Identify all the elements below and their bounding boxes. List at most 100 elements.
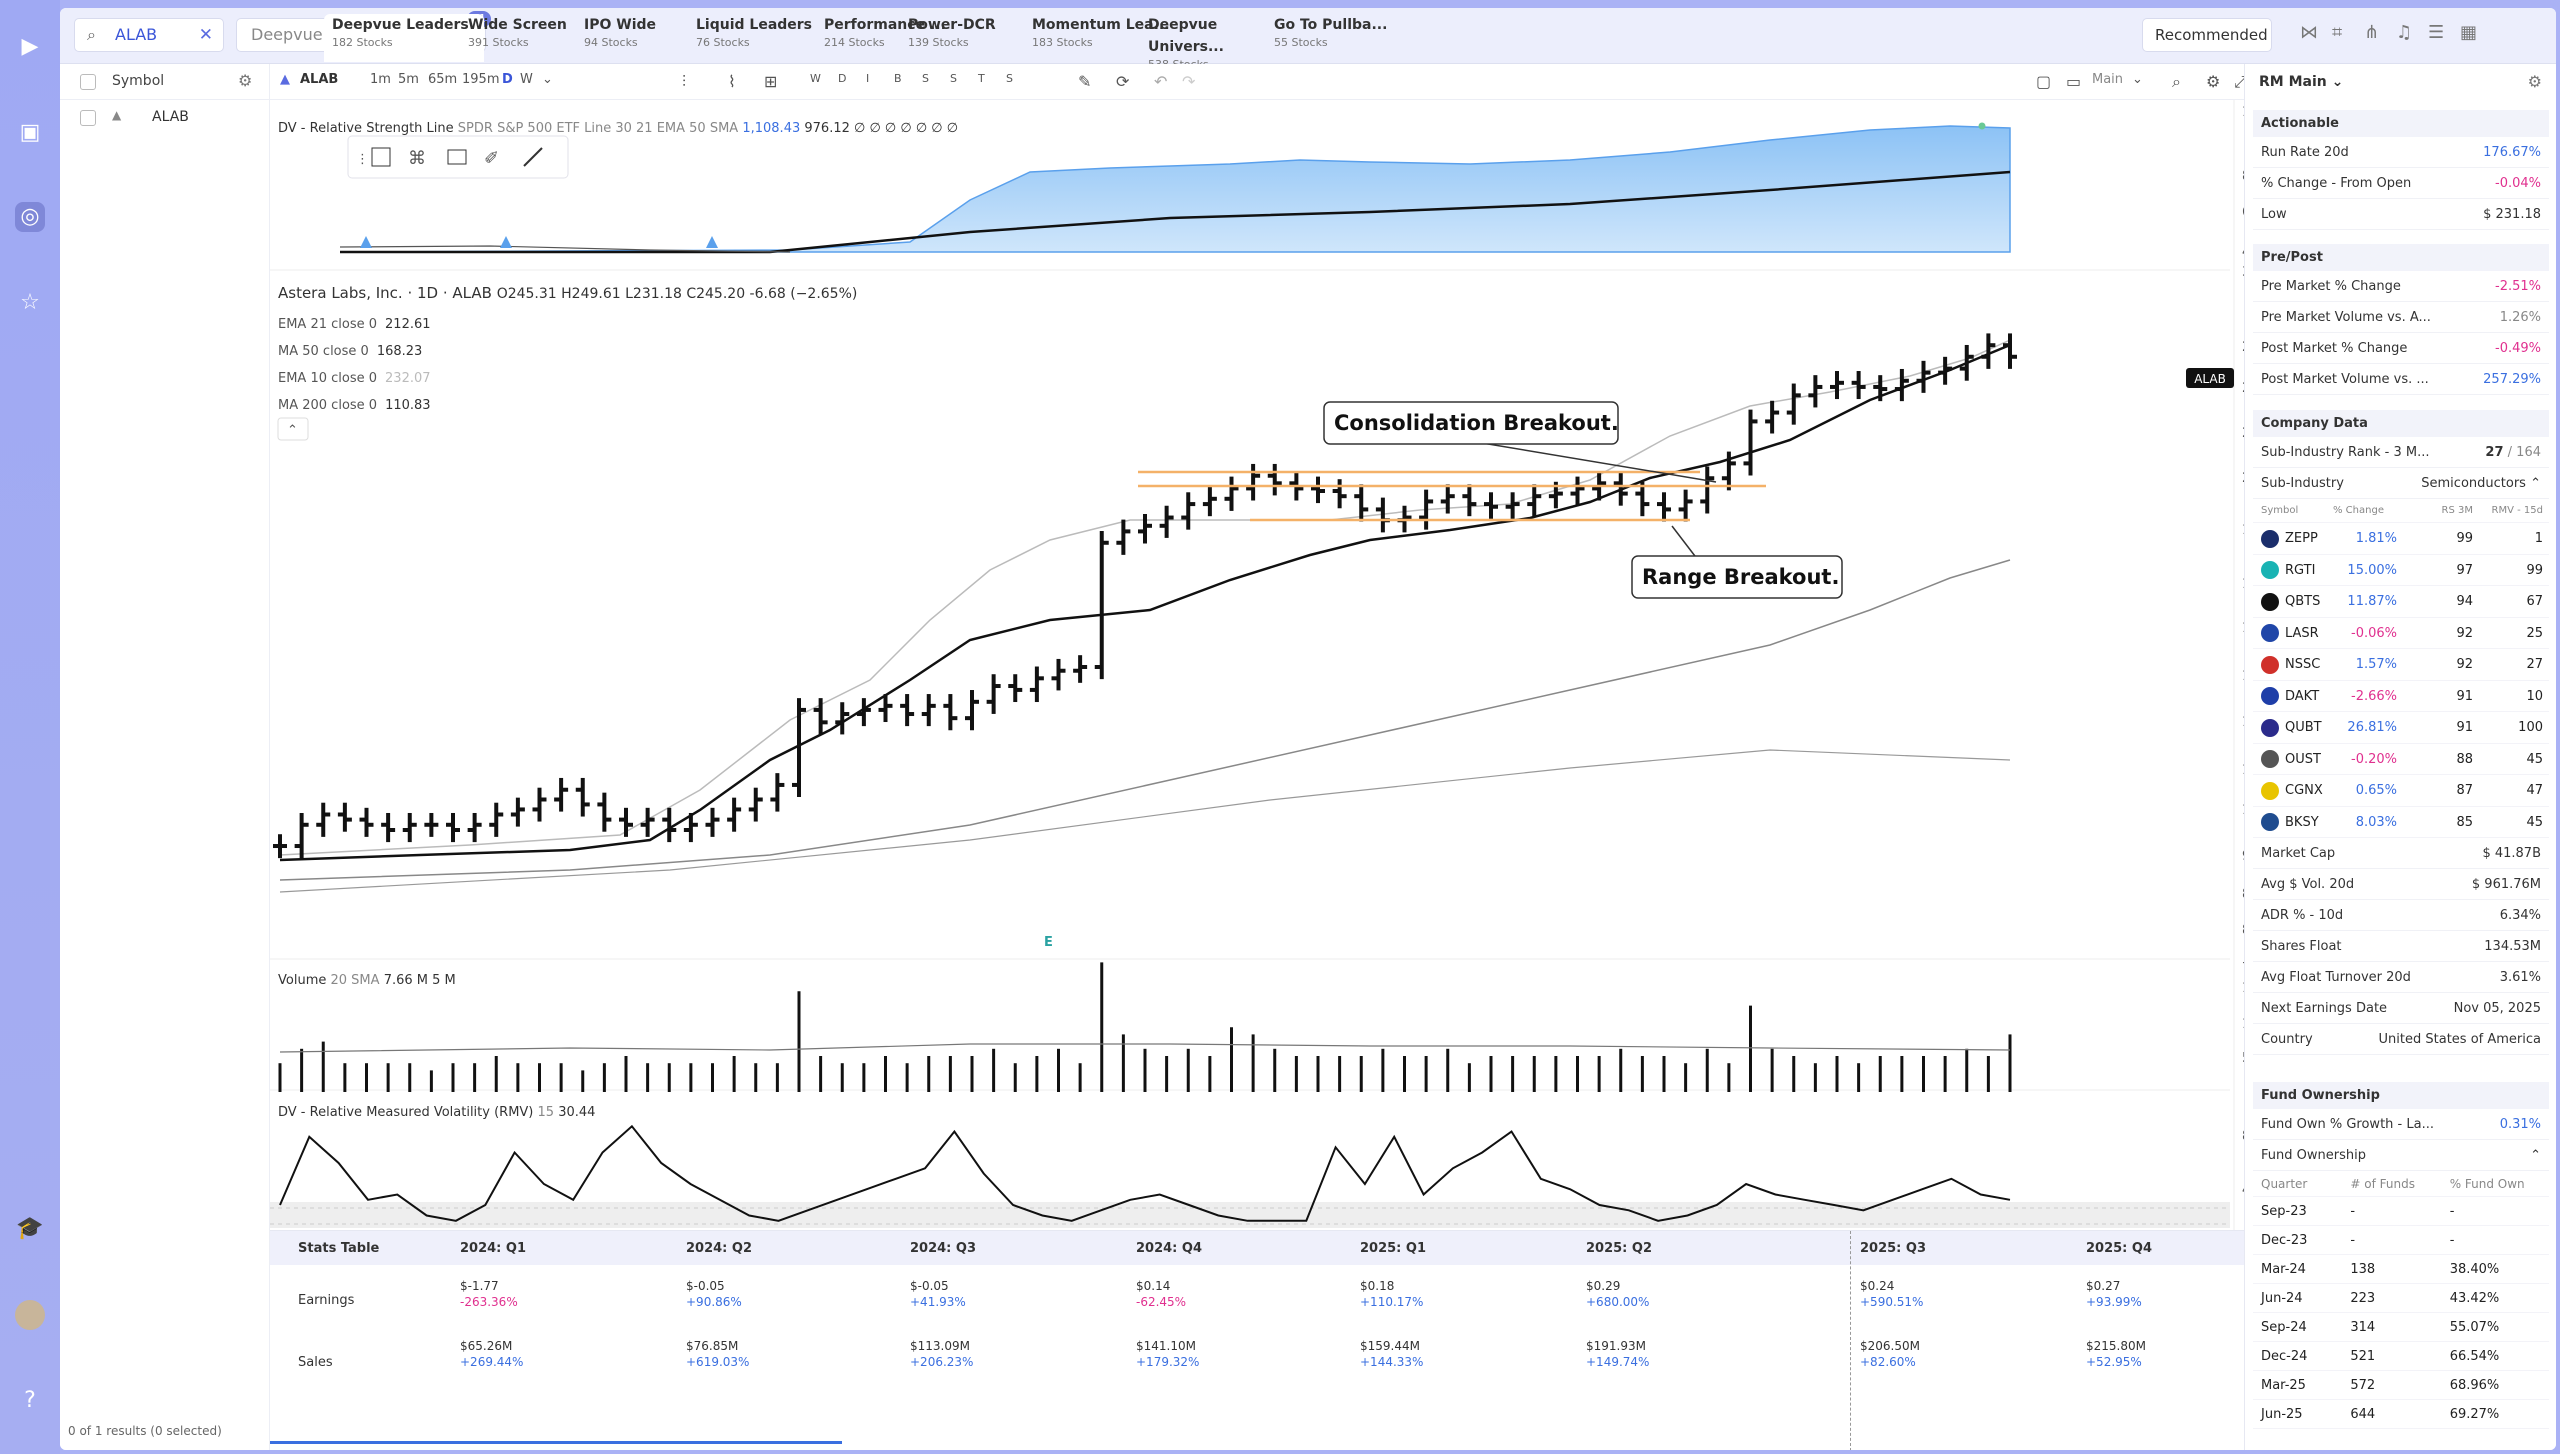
search-icon: ⌕ bbox=[87, 25, 96, 44]
table-row[interactable]: CGNX 0.65% 87 47 bbox=[2253, 775, 2549, 807]
row-checkbox[interactable] bbox=[80, 110, 96, 126]
indicators-icon[interactable]: ⌇ bbox=[728, 72, 736, 91]
table-row[interactable]: ZEPP 1.81% 99 1 bbox=[2253, 523, 2549, 555]
target-icon[interactable]: ◎ bbox=[15, 202, 45, 232]
grid-icon[interactable]: ▣ bbox=[19, 120, 41, 145]
table-row: Sep-24 314 55.07% bbox=[2253, 1313, 2549, 1342]
play-logo-icon[interactable]: ▶ bbox=[21, 34, 39, 59]
tab-0[interactable]: Deepvue Leaders 182 Stocks bbox=[324, 14, 484, 62]
trendline-tool-icon[interactable] bbox=[523, 147, 543, 167]
table-row[interactable]: LASR -0.06% 92 25 bbox=[2253, 618, 2549, 649]
avatar[interactable] bbox=[15, 1300, 45, 1330]
bell-icon[interactable]: ♫ bbox=[2396, 22, 2413, 43]
tab-4[interactable]: Performance ... 214 Stocks bbox=[824, 17, 946, 49]
period-5[interactable]: S bbox=[950, 72, 957, 85]
interval-5m[interactable]: 5m bbox=[398, 72, 419, 87]
layout-select[interactable]: Main bbox=[2092, 72, 2124, 87]
period-6[interactable]: T bbox=[978, 72, 985, 85]
table-row[interactable]: NSSC 1.57% 92 27 bbox=[2253, 649, 2549, 681]
period-2[interactable]: I bbox=[866, 72, 870, 85]
select-all-checkbox[interactable] bbox=[80, 74, 96, 90]
clear-icon[interactable]: ✕ bbox=[198, 25, 213, 45]
drag-handle-icon[interactable]: ⋮ bbox=[356, 152, 369, 167]
period-3[interactable]: B bbox=[894, 72, 902, 85]
list-icon[interactable]: ☰ bbox=[2428, 22, 2445, 43]
period-7[interactable]: S bbox=[1006, 72, 1013, 85]
measure-tool-icon[interactable]: ⌘ bbox=[408, 148, 426, 169]
help-icon[interactable]: ? bbox=[24, 1388, 36, 1413]
rectangle-tool-icon[interactable] bbox=[371, 147, 391, 167]
earnings-value: $-0.05 bbox=[910, 1279, 949, 1293]
interval-1m[interactable]: 1m bbox=[370, 72, 391, 87]
save-layout-icon[interactable]: ▢ bbox=[2036, 72, 2052, 91]
gear-icon[interactable]: ⚙ bbox=[2206, 72, 2221, 91]
nav-rail: ▶ ▣ ◎ ☆ 🎓 ? bbox=[0, 0, 60, 1454]
chart-toolbar: ▲ ALAB ⫶ ⌇ ⊞ ✎ ⟳ ↶ ↷ ▢ ▭ Main ⌄ ⌕ ⚙ ⤢ 1m… bbox=[270, 64, 2247, 100]
tree-icon[interactable]: ⋔ bbox=[2364, 22, 2380, 43]
layout-icon[interactable]: ⊞ bbox=[764, 72, 778, 91]
table-row[interactable]: QUBT 26.81% 91 100 bbox=[2253, 712, 2549, 744]
candle-type-icon[interactable]: ⫶ bbox=[682, 72, 687, 91]
earnings-marker[interactable]: E bbox=[1044, 935, 1053, 950]
symbol-field[interactable]: ALAB bbox=[300, 72, 339, 87]
fullscreen-icon[interactable]: ⤢ bbox=[2234, 72, 2247, 91]
tab-8[interactable]: Go To Pullba... 55 Stocks bbox=[1274, 17, 1388, 49]
svg-text:Range Breakout.: Range Breakout. bbox=[1642, 565, 1839, 589]
period-0[interactable]: W bbox=[810, 72, 821, 85]
data-row: Pre Market Volume vs. A... 1.26% bbox=[2253, 302, 2549, 333]
table-row[interactable]: QBTS 11.87% 94 67 bbox=[2253, 586, 2549, 618]
scroll-indicator[interactable] bbox=[270, 1441, 842, 1444]
callout-tool-icon[interactable] bbox=[447, 149, 467, 165]
table-row[interactable]: BKSY 8.03% 85 45 bbox=[2253, 807, 2549, 838]
sub-industry: Sub-Industry Semiconductors ⌃ bbox=[2253, 468, 2549, 499]
panel-title[interactable]: RM Main bbox=[2259, 74, 2327, 90]
range-breakout-callout[interactable]: Range Breakout. bbox=[1631, 555, 1843, 599]
sub-industry-select[interactable]: Semiconductors ⌃ bbox=[2421, 476, 2541, 491]
table-row[interactable]: RGTI 15.00% 97 99 bbox=[2253, 555, 2549, 586]
redo-icon[interactable]: ↷ bbox=[1182, 72, 1196, 91]
star-icon[interactable]: ☆ bbox=[20, 290, 40, 315]
sort-select[interactable]: Recommended ⌄ bbox=[2142, 18, 2272, 76]
interval-W[interactable]: W bbox=[520, 72, 533, 87]
chart-icon[interactable]: ⌗ bbox=[2332, 22, 2343, 43]
table-row: Mar-24 138 38.40% bbox=[2253, 1255, 2549, 1284]
quarter-header: 2025: Q1 bbox=[1360, 1241, 1427, 1256]
gear-icon[interactable]: ⚙ bbox=[2527, 72, 2542, 91]
interval-D[interactable]: D bbox=[502, 72, 513, 87]
period-4[interactable]: S bbox=[922, 72, 929, 85]
tab-6[interactable]: Momentum Lea... 183 Stocks bbox=[1032, 17, 1170, 49]
symbol-column-header[interactable]: Symbol bbox=[112, 73, 165, 89]
tab-5[interactable]: Power-DCR 139 Stocks bbox=[908, 17, 996, 49]
period-1[interactable]: D bbox=[838, 72, 847, 85]
list-item[interactable]: ▲ ALAB bbox=[60, 100, 269, 136]
tab-3[interactable]: Liquid Leaders 76 Stocks bbox=[696, 17, 813, 49]
earnings-value: $0.29 bbox=[1586, 1279, 1621, 1293]
brush-tool-icon[interactable]: ✐ bbox=[484, 148, 499, 169]
consolidation-breakout-callout[interactable]: Consolidation Breakout. bbox=[1323, 401, 1619, 445]
ticker-logo-icon bbox=[2261, 781, 2279, 800]
interval-65m[interactable]: 65m bbox=[428, 72, 458, 87]
rmv-line bbox=[279, 1124, 2011, 1222]
search-input[interactable]: ⌕ ALAB ✕ bbox=[74, 18, 224, 52]
tab-1[interactable]: Wide Screen 391 Stocks bbox=[468, 17, 567, 49]
share-icon[interactable]: ⋈ bbox=[2300, 22, 2318, 43]
table-row[interactable]: OUST -0.20% 88 45 bbox=[2253, 744, 2549, 775]
layout-grid-icon[interactable]: ▦ bbox=[2460, 22, 2478, 43]
consolidation-lines bbox=[1138, 435, 1766, 561]
earnings-change: +110.17% bbox=[1360, 1295, 1424, 1309]
graduation-cap-icon[interactable]: 🎓 bbox=[16, 1216, 44, 1241]
gear-icon[interactable]: ⚙ bbox=[238, 71, 253, 90]
folder-icon[interactable]: ▭ bbox=[2066, 72, 2082, 91]
refresh-icon[interactable]: ⟳ bbox=[1116, 72, 1130, 91]
pen-icon[interactable]: ✎ bbox=[1078, 72, 1092, 91]
ticker-logo-icon bbox=[2261, 687, 2279, 705]
fund-ownership-toggle[interactable]: Fund Ownership ⌃ bbox=[2253, 1140, 2549, 1171]
interval-195m[interactable]: 195m bbox=[462, 72, 500, 87]
collapse-legend-button[interactable] bbox=[277, 417, 309, 441]
zoom-icon[interactable]: ⌕ bbox=[2172, 72, 2181, 91]
ma-legend-item: MA 50 close 0 168.23 bbox=[278, 344, 422, 359]
undo-icon[interactable]: ↶ bbox=[1154, 72, 1168, 91]
table-row[interactable]: DAKT -2.66% 91 10 bbox=[2253, 681, 2549, 712]
price-chart[interactable]: ⋮ ⌘ ✐ DV - Relative Strength Line SPDR S… bbox=[270, 100, 2304, 1250]
tab-2[interactable]: IPO Wide 94 Stocks bbox=[584, 17, 657, 49]
